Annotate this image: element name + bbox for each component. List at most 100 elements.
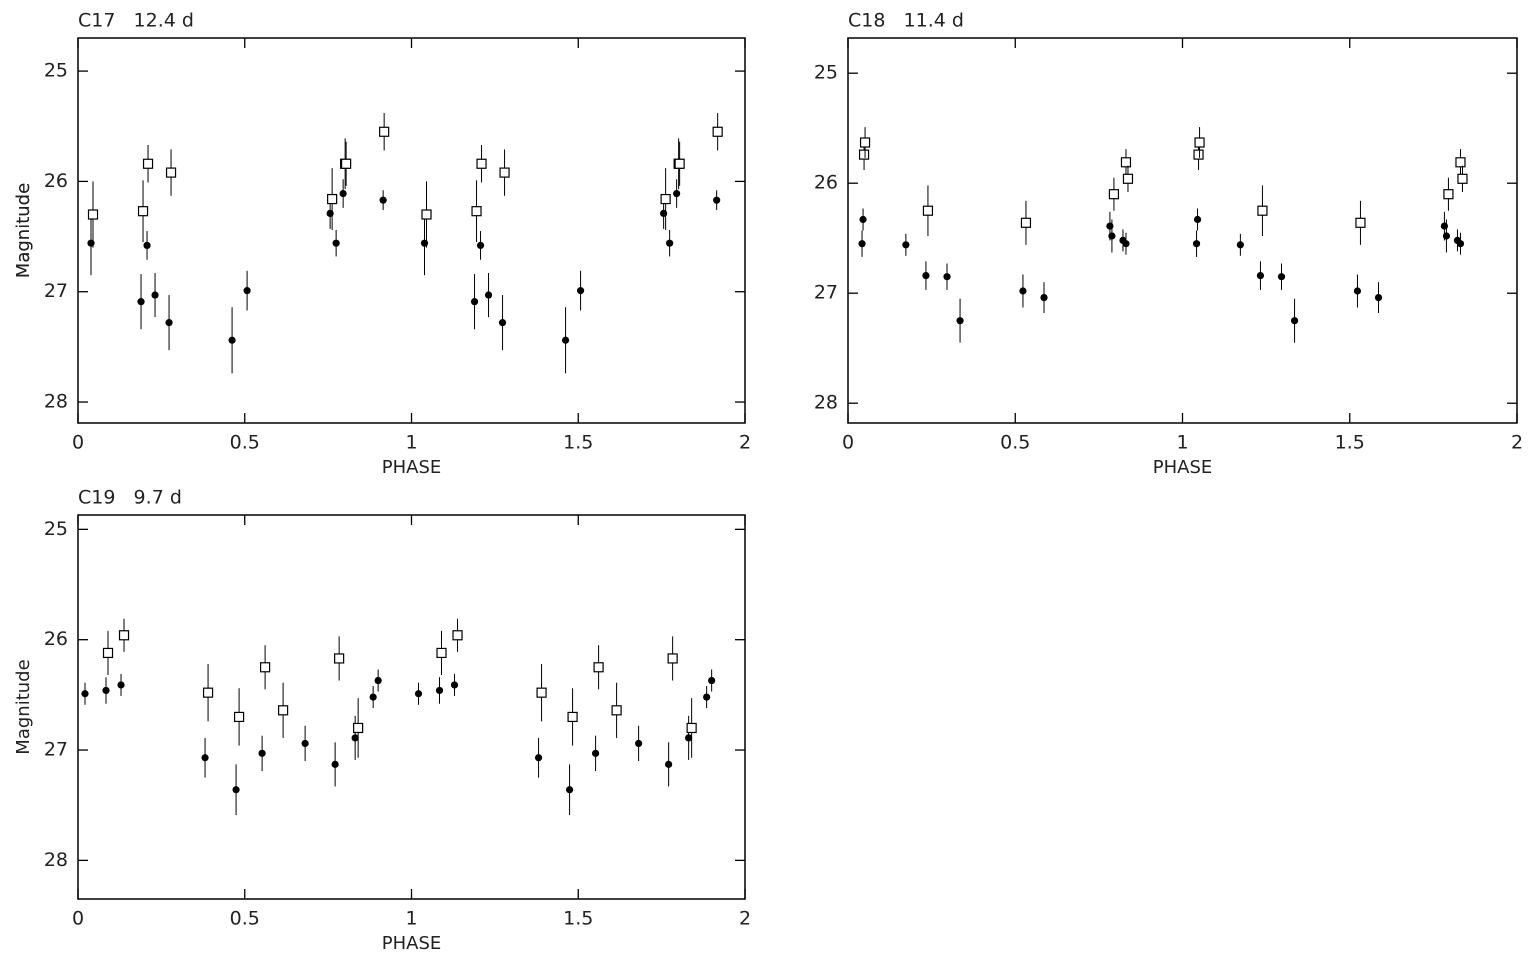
x-tick-label: 0 (72, 432, 84, 454)
square-point (334, 653, 345, 664)
square-point (1443, 189, 1454, 200)
circle-point (1290, 317, 1299, 325)
square-point (712, 126, 723, 137)
y-tick-label: 26 (814, 172, 838, 194)
circle-point (685, 734, 693, 742)
square-point (353, 722, 364, 734)
x-tick-label: 0.5 (1000, 432, 1030, 454)
y-axis-label: Magnitude (13, 183, 34, 278)
square-point (1457, 173, 1468, 184)
circle-point (591, 749, 600, 757)
circle-point (1040, 294, 1048, 302)
square-point (259, 662, 271, 673)
circle-point (1440, 222, 1449, 230)
x-tick-label: 1.5 (563, 432, 593, 454)
circle-point (450, 681, 459, 689)
square-point (471, 206, 482, 217)
square-point (379, 126, 390, 137)
square-point (536, 687, 547, 698)
circle-point (151, 291, 159, 299)
circle-point (858, 240, 866, 248)
x-tick-label: 2 (1511, 432, 1523, 454)
panel-title: C17 12.4 d (78, 10, 194, 32)
y-tick-label: 26 (44, 628, 68, 650)
square-point (567, 711, 578, 723)
circle-point (87, 239, 95, 247)
circle-point (165, 319, 173, 327)
x-tick-label: 0 (72, 908, 84, 930)
circle-point (137, 298, 145, 306)
circle-point (369, 693, 377, 701)
circle-point (374, 676, 382, 685)
circle-point (326, 209, 334, 218)
square-point (1193, 149, 1204, 160)
circle-point (435, 686, 444, 695)
square-point (1020, 217, 1032, 228)
circle-point (561, 336, 570, 344)
circle-point (331, 760, 339, 768)
plot-frame (77, 37, 746, 424)
circle-point (565, 786, 574, 794)
circle-point (351, 734, 359, 742)
circle-point (666, 239, 674, 247)
square-point (202, 687, 214, 698)
square-point (233, 711, 245, 723)
circle-point (143, 241, 151, 249)
y-tick-label: 27 (44, 739, 68, 761)
y-tick-label: 28 (814, 392, 838, 414)
circle-point (1106, 222, 1114, 230)
square-point (499, 167, 510, 178)
square-point (137, 206, 149, 217)
plot-frame (847, 37, 1518, 424)
square-point (327, 193, 338, 205)
circle-point (576, 287, 585, 295)
circle-point (470, 298, 479, 306)
y-tick-label: 28 (44, 849, 68, 871)
y-tick-label: 26 (44, 170, 68, 192)
circle-point (660, 209, 668, 218)
square-point (667, 653, 678, 664)
circle-point (673, 189, 681, 198)
panel: C17 12.4 d PHASE Magnitude 0 0.5 1 1.5 2 25 26 27 2… (13, 10, 751, 479)
circle-point (243, 287, 251, 295)
square-point (1194, 137, 1205, 148)
circle-point (1236, 241, 1244, 249)
circle-point (665, 760, 673, 768)
circle-point (956, 317, 964, 325)
circle-point (332, 239, 340, 247)
circle-point (1122, 240, 1130, 248)
circle-point (102, 686, 110, 695)
circle-point (420, 239, 429, 247)
x-axis-label: PHASE (382, 457, 442, 478)
square-point (1120, 157, 1132, 168)
square-point (118, 630, 130, 641)
square-point (859, 137, 871, 148)
square-point (1455, 157, 1466, 168)
circle-point (902, 241, 910, 249)
square-point (1108, 189, 1120, 200)
y-tick-label: 25 (44, 60, 68, 82)
circle-point (1456, 240, 1465, 248)
square-point (660, 193, 671, 205)
plot-frame (77, 514, 746, 900)
x-tick-label: 1 (1176, 432, 1188, 454)
circle-point (258, 749, 266, 757)
circle-point (708, 676, 716, 685)
y-axis-label: Magnitude (13, 183, 34, 278)
circle-point (498, 319, 507, 327)
circle-point (232, 786, 240, 794)
circle-point (81, 690, 89, 698)
square-point (593, 662, 604, 673)
x-tick-label: 1.5 (1335, 432, 1365, 454)
circle-point (117, 681, 125, 689)
panel: C19 9.7 d PHASE Magnitude 0 0.5 1 1.5 2 25 26 27 28 (13, 487, 751, 955)
x-tick-label: 0 (842, 432, 854, 454)
circle-point (476, 241, 485, 249)
square-point (421, 209, 432, 220)
circle-point (859, 215, 867, 224)
circle-point (1442, 232, 1451, 240)
circle-point (339, 189, 347, 198)
circle-point (1108, 232, 1116, 240)
panel-title: C19 9.7 d (78, 487, 182, 509)
